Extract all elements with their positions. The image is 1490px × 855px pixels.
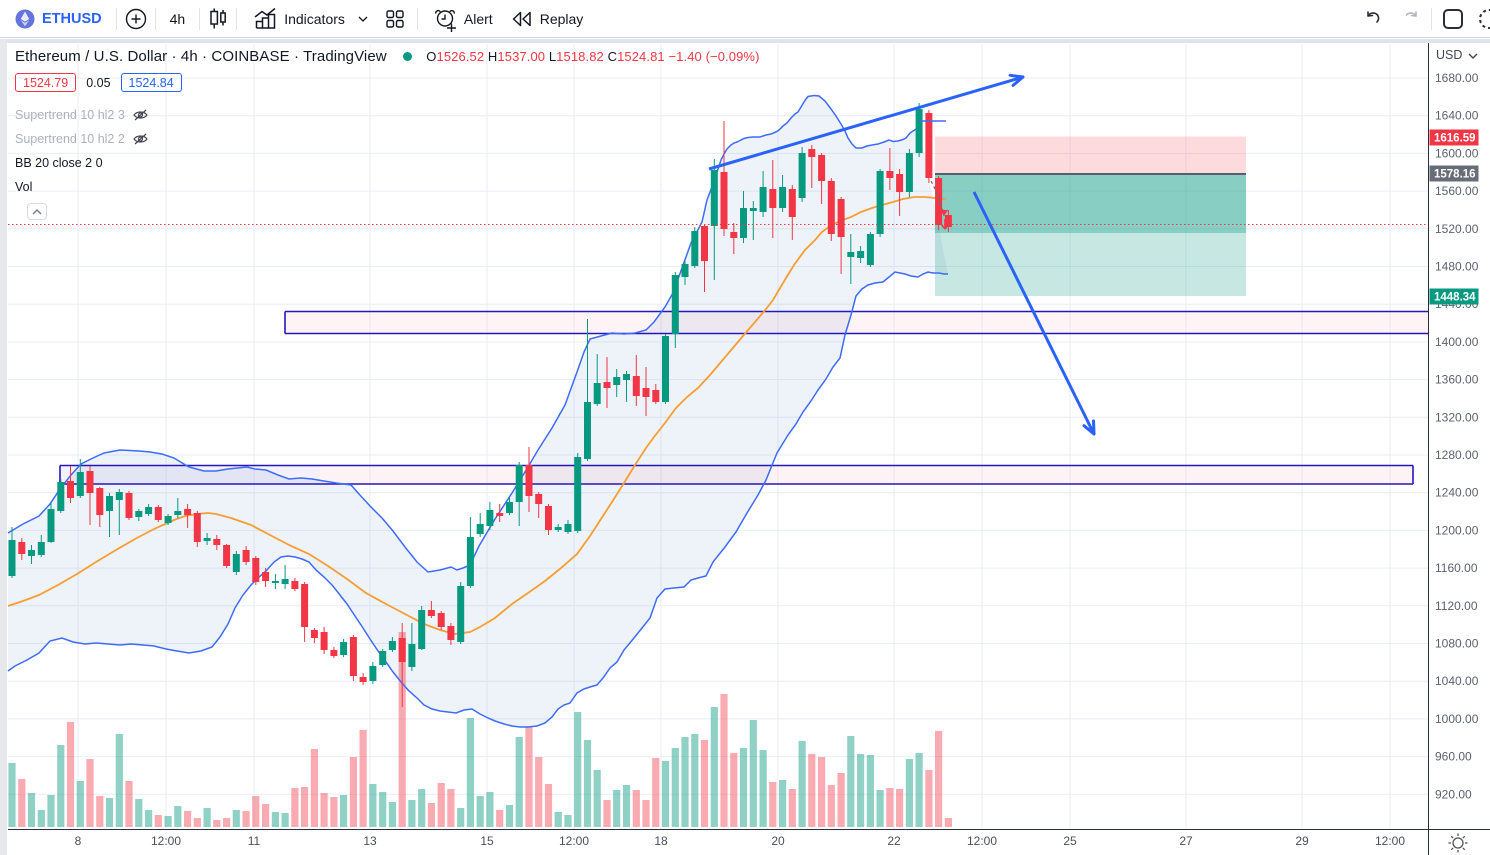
svg-text:1578.16: 1578.16 [1434, 169, 1476, 181]
svg-text:15: 15 [480, 834, 494, 848]
svg-text:960.00: 960.00 [1435, 750, 1472, 764]
svg-text:1560.00: 1560.00 [1435, 184, 1479, 198]
svg-text:1320.00: 1320.00 [1435, 410, 1479, 424]
svg-text:1000.00: 1000.00 [1435, 712, 1479, 726]
svg-text:1040.00: 1040.00 [1435, 674, 1479, 688]
svg-text:12:00: 12:00 [1375, 834, 1405, 848]
svg-text:1400.00: 1400.00 [1435, 335, 1479, 349]
svg-text:1160.00: 1160.00 [1435, 561, 1478, 575]
svg-text:1360.00: 1360.00 [1435, 373, 1479, 387]
svg-text:1200.00: 1200.00 [1435, 523, 1479, 537]
svg-text:12:00: 12:00 [967, 834, 997, 848]
svg-text:25: 25 [1063, 834, 1077, 848]
svg-text:USD: USD [1436, 48, 1462, 62]
svg-text:1120.00: 1120.00 [1435, 599, 1478, 613]
svg-text:13: 13 [363, 834, 377, 848]
svg-text:1448.34: 1448.34 [1434, 292, 1476, 304]
svg-text:12:00: 12:00 [559, 834, 589, 848]
svg-text:27: 27 [1179, 834, 1193, 848]
svg-text:22: 22 [887, 834, 901, 848]
svg-text:18: 18 [654, 834, 668, 848]
svg-text:1280.00: 1280.00 [1435, 448, 1479, 462]
svg-text:1520.00: 1520.00 [1435, 222, 1479, 236]
svg-text:8: 8 [75, 834, 82, 848]
svg-text:11: 11 [248, 834, 261, 848]
svg-text:1600.00: 1600.00 [1435, 146, 1479, 160]
svg-text:1616.59: 1616.59 [1434, 133, 1476, 145]
svg-text:1640.00: 1640.00 [1435, 109, 1479, 123]
svg-text:12:00: 12:00 [151, 834, 181, 848]
svg-text:20: 20 [771, 834, 785, 848]
svg-text:920.00: 920.00 [1435, 787, 1472, 801]
svg-text:29: 29 [1295, 834, 1309, 848]
svg-text:1080.00: 1080.00 [1435, 637, 1479, 651]
svg-text:1680.00: 1680.00 [1435, 71, 1479, 85]
svg-text:1480.00: 1480.00 [1435, 260, 1479, 274]
svg-text:1240.00: 1240.00 [1435, 486, 1479, 500]
